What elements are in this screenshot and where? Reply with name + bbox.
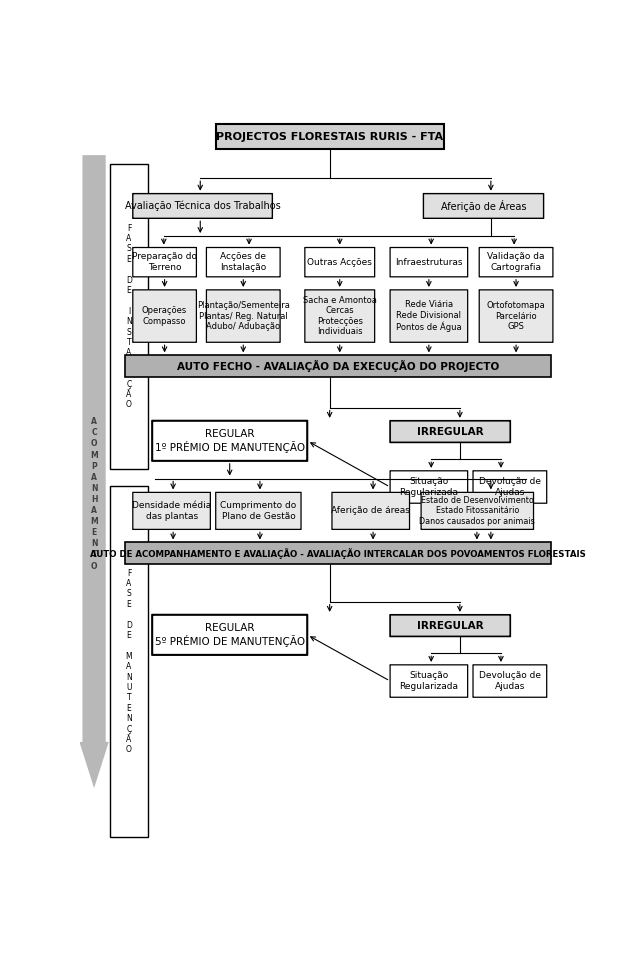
FancyArrow shape [79,156,109,788]
Text: Cumprimento do
Plano de Gestão: Cumprimento do Plano de Gestão [221,502,297,521]
FancyBboxPatch shape [216,124,444,149]
Text: Sacha e Amontoa
Cercas
Protecções
Individuais: Sacha e Amontoa Cercas Protecções Indivi… [303,295,377,336]
FancyBboxPatch shape [390,470,468,503]
Text: A
C
O
M
P
A
N
H
A
M
E
N
T
O: A C O M P A N H A M E N T O [90,417,98,571]
Text: REGULAR
5º PRÉMIO DE MANUTENÇÃO: REGULAR 5º PRÉMIO DE MANUTENÇÃO [154,623,304,646]
Text: Outras Acções: Outras Acções [307,258,372,266]
Text: Ortofotomapa
Parcelário
GPS: Ortofotomapa Parcelário GPS [487,301,545,331]
Text: Rede Viária
Rede Divisional
Pontos de Água: Rede Viária Rede Divisional Pontos de Ág… [396,300,462,331]
FancyBboxPatch shape [133,248,196,277]
Text: REGULAR
1º PRÉMIO DE MANUTENÇÃO: REGULAR 1º PRÉMIO DE MANUTENÇÃO [154,429,304,453]
FancyBboxPatch shape [390,421,510,442]
Text: AUTO DE ACOMPANHAMENTO E AVALIAÇÃO - AVALIAÇÃO INTERCALAR DOS POVOAMENTOS FLORES: AUTO DE ACOMPANHAMENTO E AVALIAÇÃO - AVA… [90,548,586,559]
FancyBboxPatch shape [133,193,272,219]
FancyBboxPatch shape [125,356,551,377]
Text: Densidade média
das plantas: Densidade média das plantas [132,502,211,521]
Text: Devolução de
Ajudas: Devolução de Ajudas [479,672,541,691]
FancyBboxPatch shape [133,493,210,530]
FancyBboxPatch shape [206,290,280,342]
Text: Preparação do
Terreno: Preparação do Terreno [132,253,197,272]
Bar [110,486,148,837]
Text: Infraestruturas: Infraestruturas [395,258,463,266]
Text: Avaliação Técnica dos Trabalhos: Avaliação Técnica dos Trabalhos [125,200,281,211]
Text: AUTO FECHO - AVALIAÇÃO DA EXECUÇÃO DO PROJECTO: AUTO FECHO - AVALIAÇÃO DA EXECUÇÃO DO PR… [177,360,499,372]
FancyBboxPatch shape [305,248,374,277]
FancyBboxPatch shape [421,493,533,530]
FancyBboxPatch shape [152,615,307,655]
FancyBboxPatch shape [473,665,547,697]
FancyBboxPatch shape [473,470,547,503]
Text: Aferição de Áreas: Aferição de Áreas [441,200,526,212]
Bar [110,164,148,469]
Text: Plantação/Sementeira
Plantas/ Reg. Natural
Adubo/ Adubação: Plantação/Sementeira Plantas/ Reg. Natur… [197,301,290,331]
Text: Situação
Regularizada: Situação Regularizada [399,477,458,497]
Text: Estado de Desenvolvimento
Estado Fitossanitário
Danos causados por animais: Estado de Desenvolvimento Estado Fitossa… [419,496,535,526]
FancyBboxPatch shape [133,290,196,342]
Text: IRREGULAR: IRREGULAR [417,620,483,631]
FancyBboxPatch shape [152,421,307,461]
Text: Devolução de
Ajudas: Devolução de Ajudas [479,477,541,497]
FancyBboxPatch shape [479,248,553,277]
FancyBboxPatch shape [424,193,544,219]
Text: F
A
S
E

D
E

I
N
S
T
A
L
A
Ç
Ã
O: F A S E D E I N S T A L A Ç Ã O [126,224,132,409]
Text: Acções de
Instalação: Acções de Instalação [220,253,267,272]
FancyBboxPatch shape [216,493,301,530]
Text: Validação da
Cartografia: Validação da Cartografia [487,253,545,272]
Text: Aferição de áreas: Aferição de áreas [331,506,410,515]
FancyBboxPatch shape [390,615,510,637]
Text: PROJECTOS FLORESTAIS RURIS - FTA: PROJECTOS FLORESTAIS RURIS - FTA [217,131,444,142]
FancyBboxPatch shape [305,290,374,342]
FancyBboxPatch shape [125,542,551,564]
Text: F
A
S
E

D
E

M
A
N
U
T
E
N
Ç
Ã
O: F A S E D E M A N U T E N Ç Ã O [126,569,132,754]
FancyBboxPatch shape [332,493,410,530]
FancyBboxPatch shape [479,290,553,342]
Text: IRREGULAR: IRREGULAR [417,427,483,436]
FancyBboxPatch shape [390,290,468,342]
FancyBboxPatch shape [390,248,468,277]
Text: Situação
Regularizada: Situação Regularizada [399,672,458,691]
FancyBboxPatch shape [390,665,468,697]
Text: Operações
Compasso: Operações Compasso [142,306,187,326]
FancyBboxPatch shape [206,248,280,277]
